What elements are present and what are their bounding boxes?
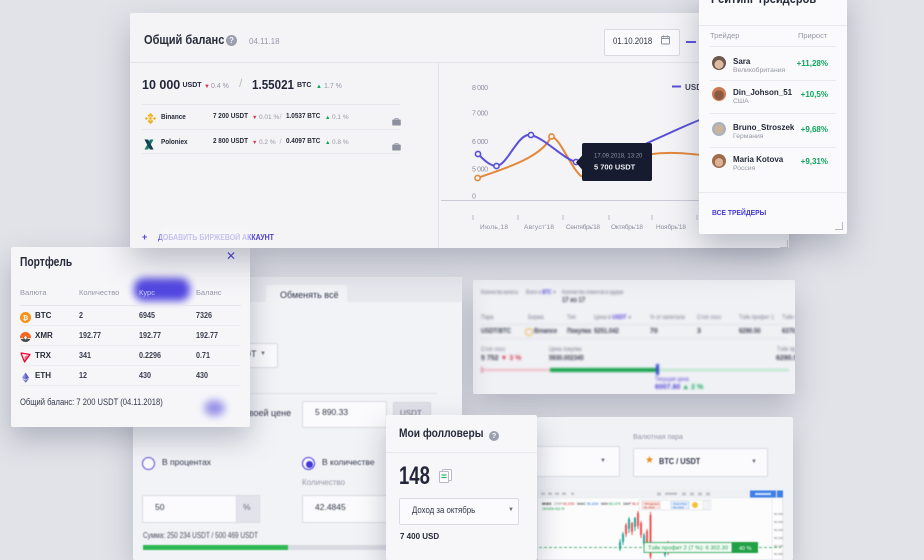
svg-text:Сентябрь'18: Сентябрь'18: [566, 223, 600, 231]
svg-text:ПОКУПКА: ПОКУПКА: [673, 502, 687, 506]
svg-text:56.2923: 56.2923: [632, 502, 644, 506]
svg-text:5 000: 5 000: [472, 167, 488, 174]
svg-text:USDT: USDT: [685, 83, 707, 92]
svg-text:Август'18: Август'18: [524, 224, 554, 231]
svg-text:0: 0: [472, 194, 476, 201]
svg-text:₿: ₿: [23, 314, 28, 322]
svg-text:56.2923: 56.2923: [644, 506, 655, 510]
svg-text:56.1500: 56.1500: [774, 536, 783, 540]
svg-text:Тэйк профит 2 (7 %): 6 302.30: Тэйк профит 2 (7 %): 6 302.30: [648, 545, 728, 552]
svg-text:56.3200: 56.3200: [587, 502, 599, 506]
svg-text:ЗАКР: ЗАКР: [623, 502, 631, 506]
svg-text:56.3000: 56.3000: [774, 512, 783, 516]
svg-text:Июль,18: Июль,18: [480, 224, 508, 231]
svg-text:7 000: 7 000: [472, 111, 488, 118]
svg-text:ОБЪЁМ 433.7K: ОБЪЁМ 433.7K: [542, 507, 566, 511]
svg-text:Октябрь'18: Октябрь'18: [611, 223, 643, 231]
svg-text:56.2500: 56.2500: [774, 520, 783, 524]
svg-text:MOEX: MOEX: [542, 502, 552, 506]
svg-text:МАКС: МАКС: [577, 502, 587, 506]
svg-text:8 000: 8 000: [472, 85, 488, 92]
svg-text:56.2000: 56.2000: [774, 528, 783, 532]
svg-text:ОТКР: ОТКР: [554, 502, 562, 506]
svg-text:ПРОДАЖА: ПРОДАЖА: [644, 502, 659, 506]
svg-text:17.09.2018, 13:20: 17.09.2018, 13:20: [594, 154, 643, 160]
svg-text:5 700 USDT: 5 700 USDT: [594, 163, 636, 172]
svg-text:МИН: МИН: [601, 502, 609, 506]
svg-text:Ноябрь'18: Ноябрь'18: [656, 223, 686, 231]
svg-text:56.2923: 56.2923: [673, 506, 684, 510]
svg-text:6 000: 6 000: [472, 139, 488, 146]
svg-text:56.1475: 56.1475: [609, 502, 621, 506]
svg-text:56.2250: 56.2250: [563, 502, 575, 506]
svg-text:40 %: 40 %: [739, 546, 752, 552]
